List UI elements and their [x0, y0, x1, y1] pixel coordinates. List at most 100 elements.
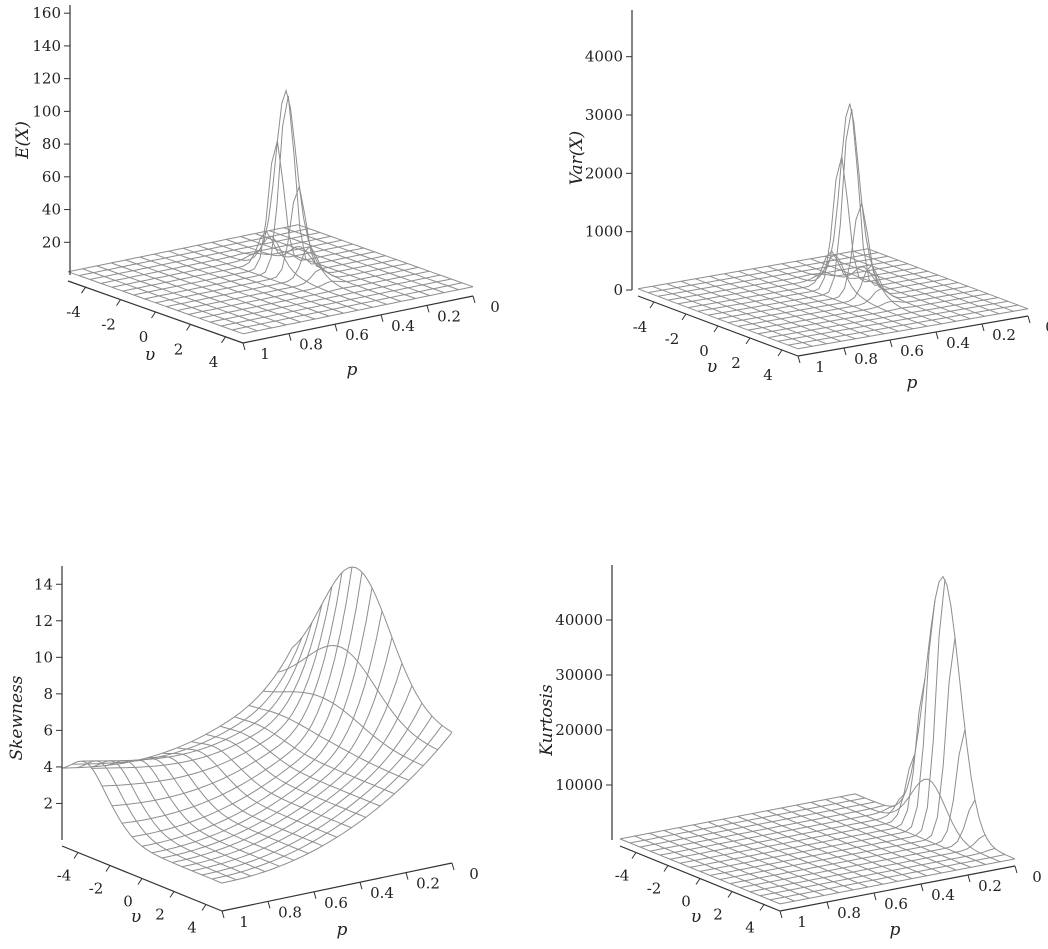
p-tick-label: 0.4	[370, 884, 394, 902]
p-tick-mark	[288, 333, 292, 341]
surface-line-p	[781, 103, 942, 325]
p-tick-label: 0.4	[931, 886, 955, 904]
v-tick-label: 0	[123, 893, 133, 911]
v-tick-label: 2	[731, 354, 741, 372]
surface-line-v	[91, 603, 323, 769]
p-tick-mark	[334, 324, 338, 332]
surface-line-p	[825, 799, 986, 865]
p-axis-title: p	[890, 920, 901, 940]
surface-line-v	[221, 731, 453, 884]
v-tick-label: 0	[139, 328, 149, 346]
v-tick-label: 2	[713, 906, 723, 924]
z-tick-label: 12	[34, 612, 53, 630]
z-tick-label: 140	[32, 37, 61, 55]
surface-line-p	[652, 285, 813, 347]
p-tick-label: 1	[239, 913, 249, 931]
v-tick-mark	[201, 904, 207, 911]
p-axis-line	[221, 862, 453, 912]
surface-line-v	[709, 579, 946, 876]
surface-line-p	[277, 644, 438, 751]
surface-line-p	[61, 760, 223, 884]
surface-line-p	[254, 233, 431, 296]
z-tick-label: 0	[613, 281, 623, 299]
surface-line-p	[211, 88, 387, 305]
z-tick-label: 40	[42, 201, 61, 219]
v-tick-label: 4	[187, 919, 197, 937]
surface-line-p	[766, 810, 928, 877]
v-tick-label: -4	[633, 318, 648, 336]
surface-line-p	[634, 835, 795, 902]
z-tick-label: 4	[43, 758, 53, 776]
surface-line-p	[139, 256, 316, 320]
v-tick-mark	[186, 324, 191, 331]
p-tick-label: 0	[1045, 318, 1048, 336]
v-tick-mark	[73, 852, 79, 859]
p-tick-mark	[380, 314, 384, 322]
p-tick-mark	[1027, 315, 1031, 324]
surface-line-p	[810, 801, 972, 868]
p-tick-mark	[967, 874, 971, 883]
surface-line-p	[191, 741, 352, 829]
v-tick-label: -2	[89, 880, 104, 898]
p-tick-mark	[889, 339, 893, 348]
surface-line-p	[168, 250, 344, 314]
surface-line-v	[161, 637, 393, 859]
v-tick-mark	[116, 299, 121, 306]
surface-line-p	[695, 278, 856, 340]
z-tick-label: 40000	[555, 611, 603, 629]
surface-line-p	[67, 271, 244, 335]
p-tick-label: 0.2	[416, 875, 440, 893]
p-tick-label: 1	[260, 345, 270, 363]
p-tick-mark	[873, 892, 877, 901]
p-tick-label: 0.4	[391, 317, 415, 335]
surface-line-p	[724, 273, 885, 335]
surface-line-p	[810, 258, 971, 320]
surface-line-p	[738, 270, 899, 332]
surface-line-p	[767, 254, 928, 327]
p-tick-label: 1	[797, 913, 807, 931]
surface-line-p	[637, 288, 799, 350]
v-tick-mark	[81, 286, 86, 294]
v-tick-label: 0	[699, 342, 709, 360]
surface-line-p	[707, 821, 869, 888]
v-tick-mark	[681, 313, 687, 321]
surface-line-p	[867, 248, 1029, 310]
p-tick-mark	[405, 872, 409, 880]
surface-line-v	[171, 663, 403, 863]
v-tick-label: -2	[647, 880, 662, 898]
v-tick-label: -4	[57, 867, 72, 885]
surface-line-v	[707, 109, 939, 316]
p-axis-title: p	[337, 920, 348, 940]
v-tick-label: 2	[174, 340, 184, 358]
v-tick-label: 0	[681, 893, 691, 911]
surface-line-v	[211, 725, 443, 880]
surface-line-v	[151, 610, 383, 854]
v-axis-title: υ	[707, 357, 717, 377]
p-tick-mark	[797, 355, 801, 364]
p-tick-mark	[267, 901, 271, 909]
z-axis-title: E(X)	[13, 121, 33, 160]
z-tick-label: 120	[32, 70, 61, 88]
surface-line-p	[110, 262, 287, 326]
p-tick-mark	[779, 910, 783, 919]
surface-line-p	[680, 280, 842, 342]
surface-line-p	[752, 813, 913, 880]
z-tick-label: 2	[43, 794, 53, 812]
z-tick-label: 80	[42, 135, 61, 153]
surface-line-p	[796, 804, 957, 871]
z-tick-label: 6	[43, 721, 53, 739]
surface-line-p	[176, 747, 338, 838]
z-tick-label: 14	[34, 575, 53, 593]
surface-line-v	[71, 637, 303, 765]
surface-line-p	[795, 260, 957, 322]
p-tick-mark	[426, 305, 430, 313]
v-tick-label: 4	[745, 919, 755, 937]
surface-line-p	[693, 824, 854, 891]
surface-line-p	[219, 725, 381, 807]
p-axis-line	[797, 315, 1029, 357]
v-tick-mark	[137, 878, 143, 885]
v-tick-label: -2	[665, 330, 680, 348]
surface-line-p	[737, 815, 898, 882]
v-tick-mark	[649, 301, 655, 309]
